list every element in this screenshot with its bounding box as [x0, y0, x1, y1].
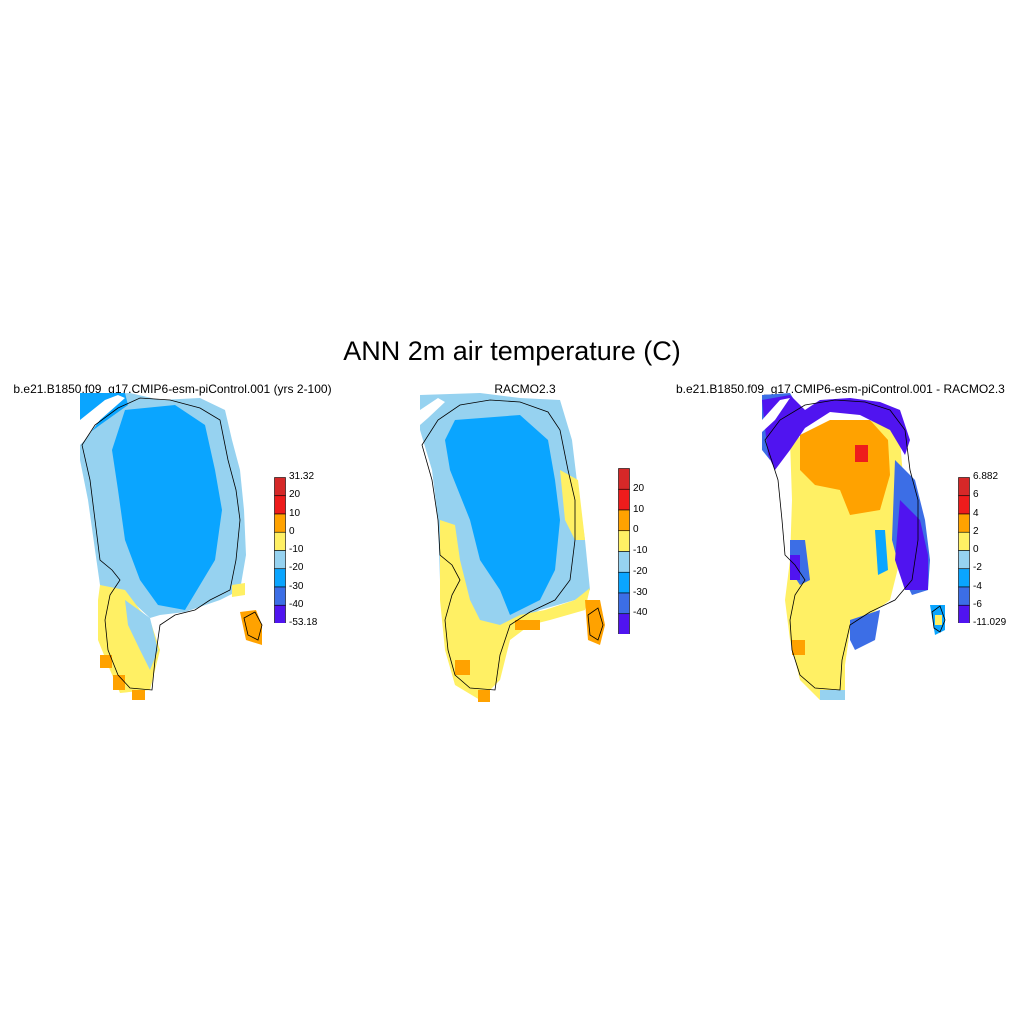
colorbar-label: -6: [973, 598, 982, 610]
colorbar-label: -10: [633, 545, 648, 556]
colorbar-diff: [958, 477, 970, 623]
colorbar-swatch: [958, 568, 970, 588]
colorbar-swatch: [958, 477, 970, 497]
colorbar-label: -40: [289, 598, 304, 610]
colorbar-label: 20: [633, 482, 645, 494]
colorbar-label: 0: [973, 544, 979, 555]
colorbar-model: [274, 477, 286, 623]
colorbar-label: 4: [973, 507, 979, 519]
colorbar-swatch: [958, 513, 970, 533]
temperature-field-model: [80, 393, 262, 700]
colorbar-label: 10: [289, 507, 301, 519]
colorbar-swatch: [958, 586, 970, 606]
colorbar-label: -2: [973, 562, 982, 574]
temperature-difference-field: [762, 393, 945, 700]
colorbar-label: 31.32: [289, 471, 315, 482]
colorbar-swatch: [958, 531, 970, 551]
colorbar-swatch: [618, 613, 630, 634]
coastline-obs: [421, 399, 576, 691]
colorbar-label: -4: [973, 580, 982, 592]
colorbar-label: 0: [633, 524, 639, 536]
colorbar-label: -10: [289, 544, 304, 555]
panel-title-model: b.e21.B1850.f09_g17.CMIP6-esm-piControl.…: [13, 382, 332, 396]
colorbar-swatch: [958, 604, 970, 623]
main-title: ANN 2m air temperature (C): [343, 336, 681, 366]
colorbar-label: 20: [289, 489, 301, 501]
colorbar-swatch: [958, 550, 970, 570]
colorbar-label: -30: [633, 586, 648, 598]
colorbar-swatch: [274, 604, 286, 623]
coastline-model: [81, 397, 241, 691]
panel-title-obs: RACMO2.3: [494, 382, 556, 396]
colorbar-label: -11.029: [973, 617, 1007, 628]
colorbar-label: -40: [633, 607, 648, 619]
colorbar-swatch: [958, 495, 970, 515]
colorbar-label: 0: [289, 525, 295, 537]
colorbar-label: -20: [633, 565, 648, 577]
colorbar-label: 2: [973, 525, 979, 537]
colorbar-label: -20: [289, 562, 304, 574]
colorbar-label: 6: [973, 489, 979, 501]
colorbar-label: -53.18: [289, 617, 318, 628]
temperature-field-obs: [420, 393, 605, 702]
colorbar-label: 10: [633, 503, 645, 515]
coastline-diff: [764, 399, 919, 691]
colorbar-label: 6.882: [973, 471, 999, 482]
colorbar-label: -30: [289, 580, 304, 592]
colorbar-obs: [618, 468, 630, 634]
panel-title-diff: b.e21.B1850.f09_g17.CMIP6-esm-piControl.…: [676, 382, 1005, 396]
